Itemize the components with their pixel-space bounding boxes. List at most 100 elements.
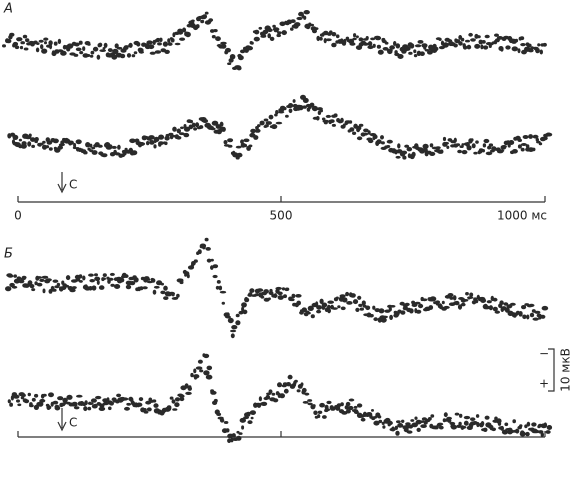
trace-dot bbox=[62, 397, 68, 403]
trace-dot bbox=[54, 405, 61, 411]
trace-dot bbox=[256, 288, 264, 292]
trace-dot bbox=[358, 123, 364, 127]
trace-dot bbox=[20, 41, 26, 45]
trace-dot bbox=[212, 264, 219, 269]
trace-dot bbox=[485, 151, 493, 156]
trace-dot bbox=[501, 429, 509, 435]
trace-dot bbox=[131, 54, 136, 58]
trace-dot bbox=[149, 140, 155, 145]
trace-dot bbox=[511, 149, 518, 154]
trace-dot bbox=[57, 145, 63, 150]
trace-dot bbox=[248, 144, 253, 148]
trace-dot bbox=[225, 47, 231, 53]
trace-dot bbox=[528, 303, 535, 307]
trace-dot bbox=[406, 430, 413, 434]
trace-dot bbox=[73, 406, 80, 410]
trace-dot bbox=[438, 37, 442, 42]
trace-dot bbox=[497, 421, 502, 426]
trace-dot bbox=[36, 42, 40, 45]
trace-dot bbox=[309, 23, 315, 27]
trace-dot bbox=[508, 140, 515, 145]
trace-dot bbox=[173, 296, 179, 300]
trace-dot bbox=[545, 430, 551, 434]
trace-dot bbox=[272, 24, 276, 28]
trace-dot bbox=[314, 27, 319, 30]
trace-dot bbox=[393, 41, 397, 46]
trace-dot bbox=[114, 43, 119, 49]
trace-dot bbox=[143, 410, 149, 414]
trace-dot bbox=[72, 146, 77, 150]
trace-dot bbox=[418, 303, 424, 309]
trace-dot bbox=[413, 49, 417, 54]
trace-dot bbox=[98, 42, 103, 47]
trace-dot bbox=[64, 284, 70, 288]
trace-dot bbox=[458, 35, 463, 40]
trace-dot bbox=[235, 320, 241, 326]
trace-dot bbox=[469, 292, 474, 298]
trace-dot bbox=[69, 288, 76, 293]
trace-dot bbox=[343, 38, 347, 43]
trace-dot bbox=[191, 122, 196, 128]
trace-dot bbox=[193, 127, 198, 131]
trace-dot bbox=[276, 33, 282, 38]
trace-dot bbox=[98, 285, 105, 290]
trace-dot bbox=[345, 291, 350, 297]
trace-dot bbox=[429, 296, 437, 302]
trace bbox=[5, 237, 549, 339]
trace-dot bbox=[153, 285, 160, 289]
trace-dot bbox=[535, 48, 540, 54]
trace-dot bbox=[365, 36, 369, 40]
trace-dot bbox=[40, 44, 44, 50]
trace-dot bbox=[335, 34, 340, 39]
trace-dot bbox=[31, 144, 35, 148]
trace-dot bbox=[126, 402, 132, 406]
trace-dot bbox=[221, 126, 226, 132]
trace-dot bbox=[316, 305, 323, 310]
trace-dot bbox=[543, 422, 548, 428]
trace-dot bbox=[381, 315, 388, 319]
trace-dot bbox=[470, 417, 476, 422]
trace-dot bbox=[116, 46, 123, 50]
trace-dot bbox=[277, 291, 283, 296]
trace-dot bbox=[360, 417, 366, 422]
trace-dot bbox=[6, 38, 12, 44]
trace-dot bbox=[460, 425, 467, 429]
trace-dot bbox=[18, 279, 25, 284]
trace-dot bbox=[164, 141, 168, 146]
trace-dot bbox=[301, 387, 307, 393]
trace-dot bbox=[474, 43, 481, 49]
trace-dot bbox=[38, 39, 44, 43]
trace-dot bbox=[356, 125, 362, 131]
trace-dot bbox=[422, 143, 429, 149]
trace-dot bbox=[230, 333, 235, 339]
trace-dot bbox=[227, 317, 234, 324]
trace-dot bbox=[235, 313, 240, 318]
trace-dot bbox=[42, 393, 47, 397]
trace-dot bbox=[271, 392, 276, 396]
trace-dot bbox=[465, 292, 469, 296]
trace-dot bbox=[335, 296, 339, 300]
trace-dot bbox=[91, 146, 96, 150]
trace-dot bbox=[52, 400, 59, 405]
trace-dot bbox=[331, 42, 337, 48]
trace-dot bbox=[121, 397, 129, 401]
trace-dot bbox=[253, 135, 259, 140]
trace-dot bbox=[352, 131, 357, 135]
trace-dot bbox=[341, 411, 348, 415]
trace-dot bbox=[45, 145, 50, 149]
trace-dot bbox=[441, 300, 445, 305]
trace-dot bbox=[278, 110, 285, 114]
trace-dot bbox=[488, 143, 494, 147]
trace-dot bbox=[221, 301, 225, 305]
trace-dot bbox=[123, 45, 129, 49]
trace-dot bbox=[518, 311, 523, 317]
trace-dot bbox=[295, 294, 302, 298]
trace-dot bbox=[406, 147, 413, 152]
trace-dot bbox=[195, 122, 200, 128]
trace-dot bbox=[331, 307, 338, 310]
trace-dot bbox=[148, 44, 155, 50]
trace-dot bbox=[275, 286, 283, 290]
trace-dot bbox=[29, 404, 34, 408]
trace-dot bbox=[162, 41, 168, 47]
trace-dot bbox=[75, 47, 82, 52]
